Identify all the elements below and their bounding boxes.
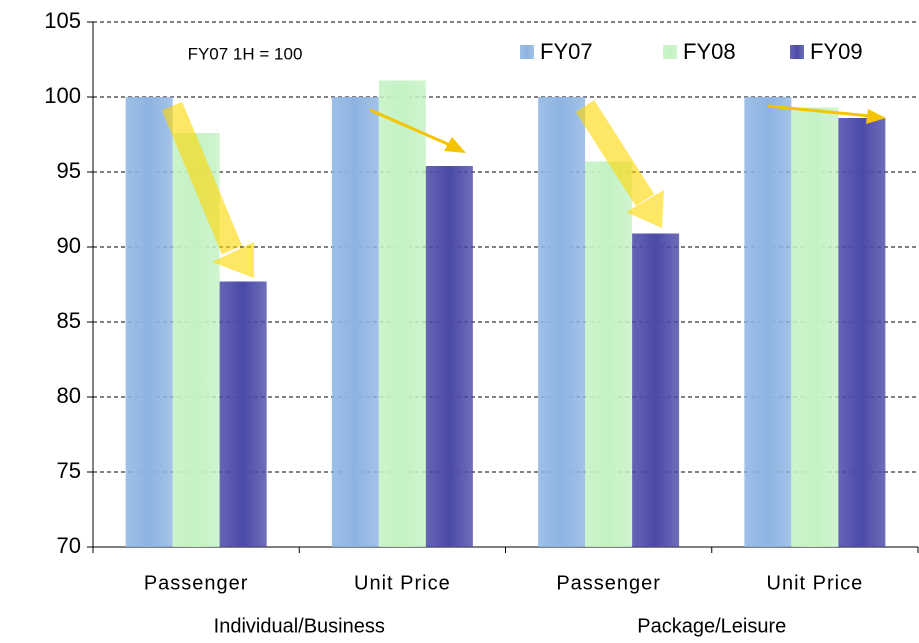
bar bbox=[791, 107, 839, 547]
bar bbox=[585, 161, 633, 547]
bar bbox=[378, 80, 426, 547]
y-tick-label: 95 bbox=[57, 158, 81, 183]
x-tick-label: Unit Price bbox=[767, 572, 864, 594]
bar bbox=[838, 118, 886, 547]
bar bbox=[219, 281, 267, 547]
legend-label: FY07 bbox=[540, 39, 593, 64]
y-tick-label: 90 bbox=[57, 233, 81, 258]
bar bbox=[744, 97, 792, 547]
annotation: FY07 1H = 100 bbox=[188, 44, 303, 63]
arrow bbox=[161, 101, 243, 255]
x-tick-label: Passenger bbox=[556, 572, 661, 594]
legend-label: FY08 bbox=[683, 39, 736, 64]
arrow-head bbox=[444, 137, 466, 153]
arrow-head bbox=[212, 242, 254, 278]
y-tick-label: 75 bbox=[57, 458, 81, 483]
x-tick-label: Passenger bbox=[144, 572, 249, 594]
trend-arrows bbox=[161, 100, 886, 278]
legend-label: FY09 bbox=[810, 39, 863, 64]
legend-swatch bbox=[790, 45, 804, 59]
y-tick-label: 100 bbox=[44, 83, 81, 108]
bar bbox=[125, 97, 173, 547]
arrow bbox=[767, 104, 871, 118]
y-tick-label: 105 bbox=[44, 8, 81, 33]
arrow bbox=[575, 100, 655, 206]
bar bbox=[538, 97, 586, 547]
arrow-head bbox=[626, 190, 664, 228]
bar bbox=[331, 97, 379, 547]
group-label: Individual/Business bbox=[214, 615, 385, 637]
legend-swatch bbox=[663, 45, 677, 59]
bar bbox=[632, 233, 680, 547]
arrow-head bbox=[866, 109, 886, 124]
legend-swatch bbox=[520, 45, 534, 59]
bar bbox=[425, 166, 473, 547]
y-tick-label: 85 bbox=[57, 308, 81, 333]
x-tick-label: Unit Price bbox=[354, 572, 451, 594]
group-label: Package/Leisure bbox=[637, 615, 786, 637]
arrow bbox=[369, 108, 451, 147]
y-tick-label: 80 bbox=[57, 383, 81, 408]
y-tick-label: 70 bbox=[57, 533, 81, 558]
